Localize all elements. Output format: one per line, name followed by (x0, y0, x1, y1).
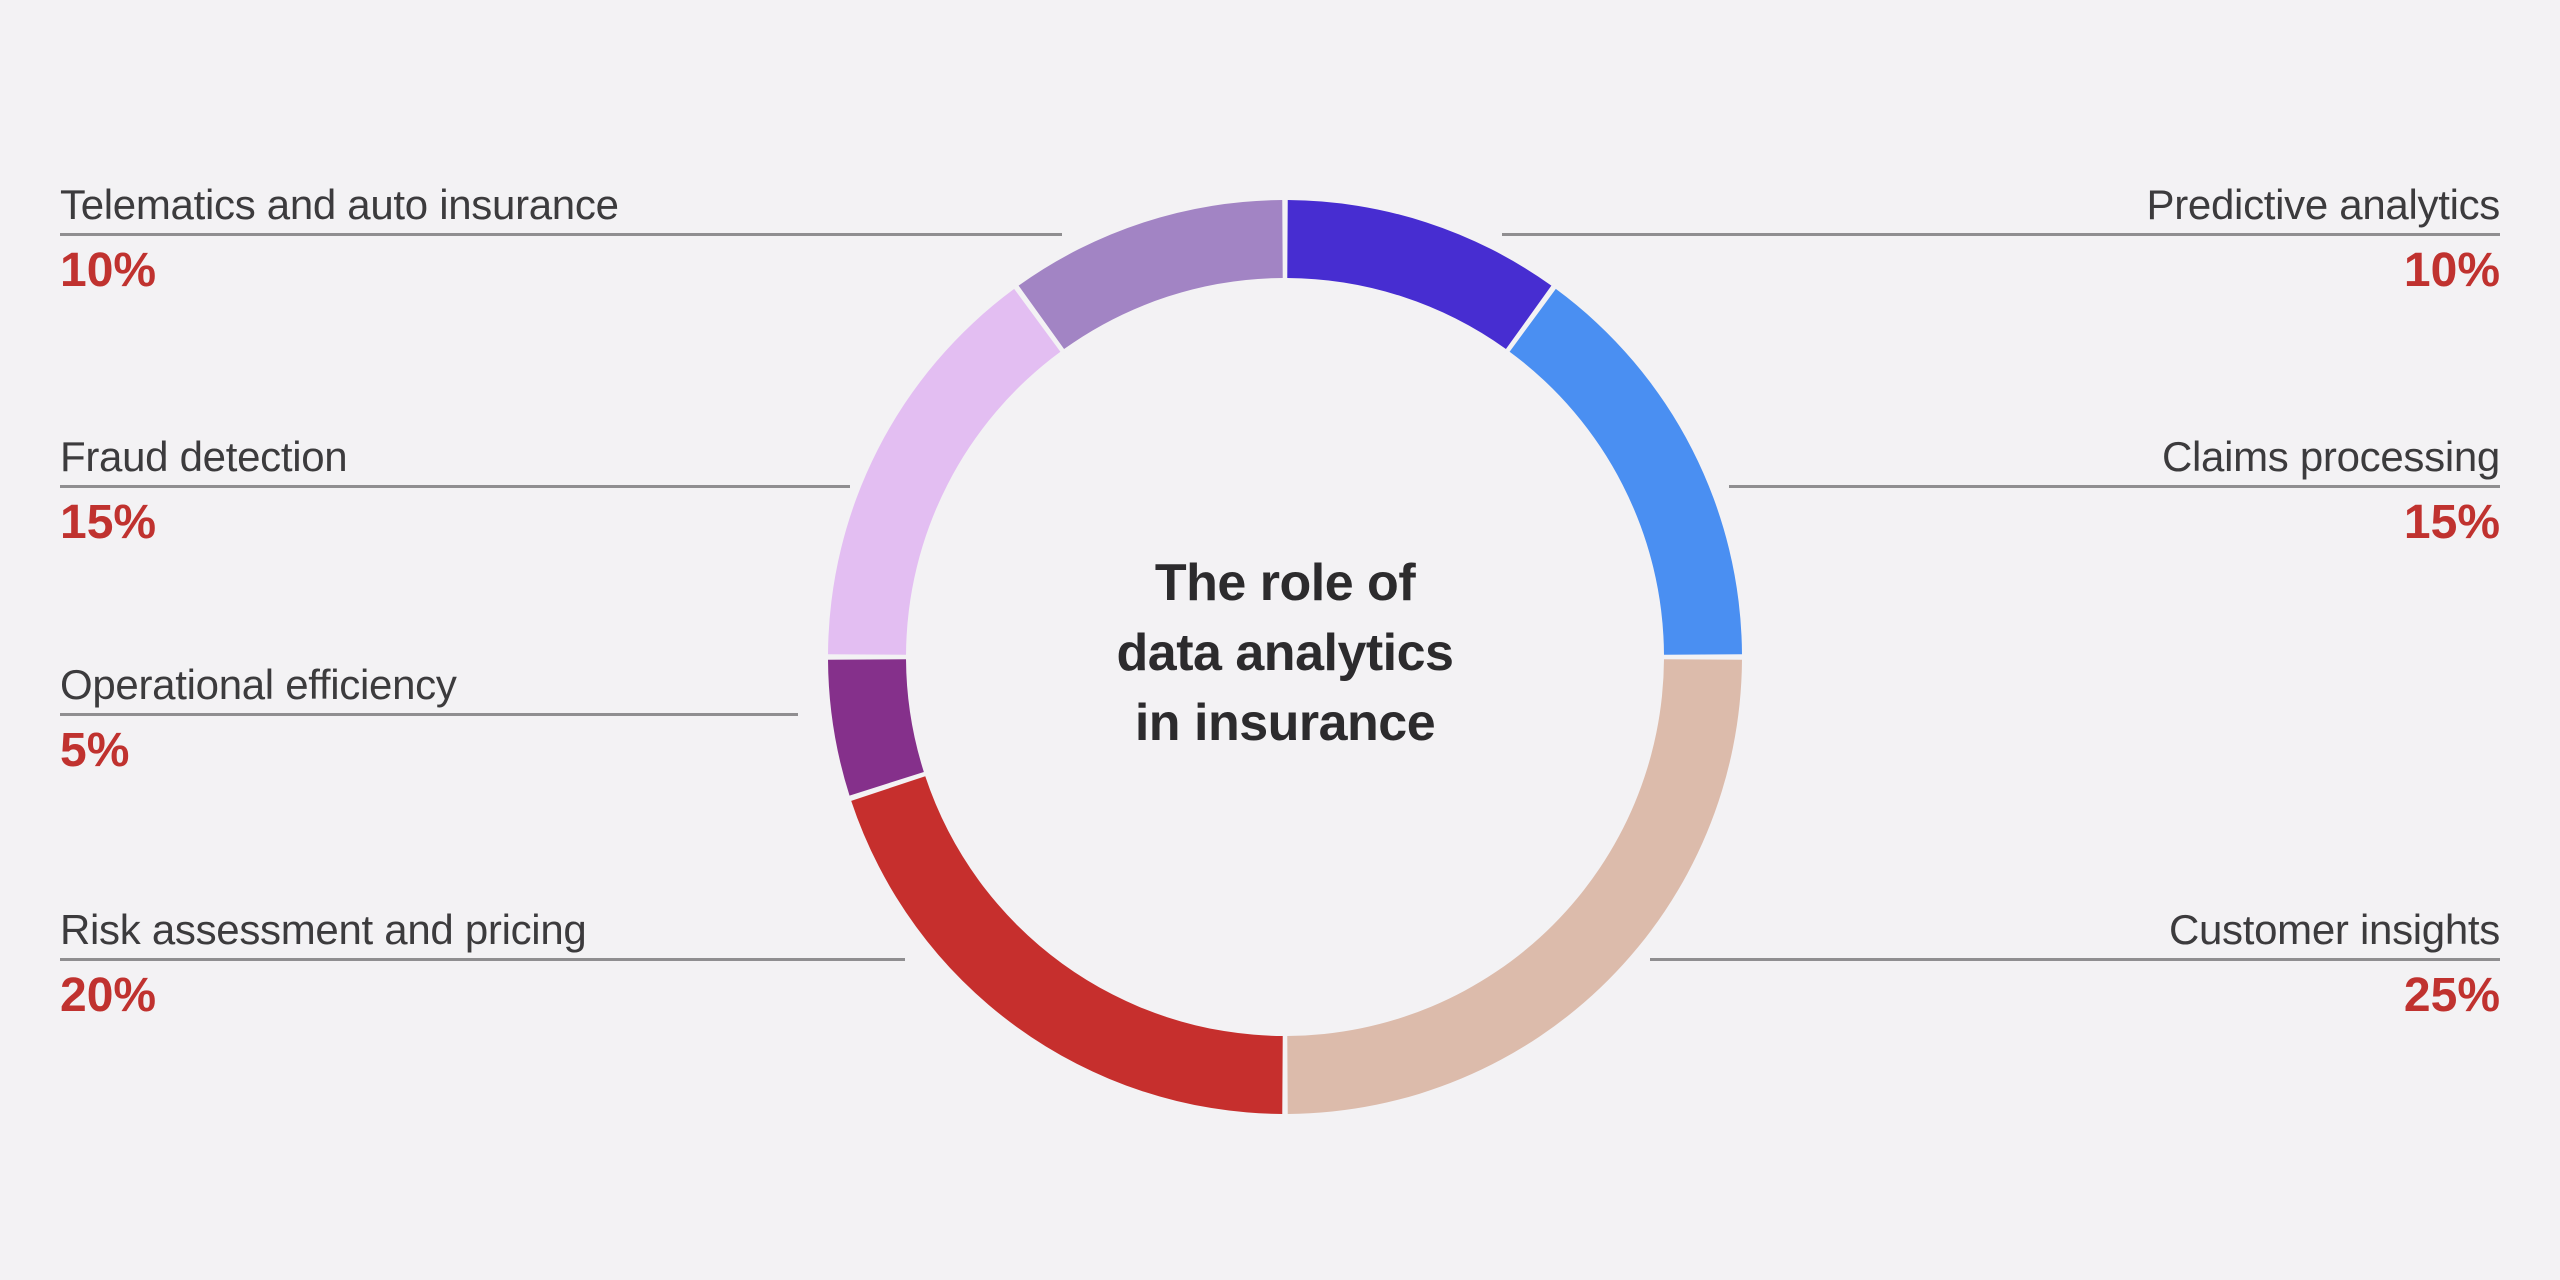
segment-label: Predictive analytics (1502, 181, 2500, 236)
segment-percentage: 25% (2403, 969, 2500, 1022)
segment-label: Fraud detection (60, 433, 850, 488)
segment-label: Telematics and auto insurance (60, 181, 1062, 236)
label-telematics-and-auto-insurance: Telematics and auto insurance 10% (60, 181, 1062, 298)
label-fraud-detection: Fraud detection 15% (60, 433, 850, 550)
segment-percentage: 20% (60, 969, 157, 1022)
segment-percentage: 10% (60, 244, 157, 297)
segment-percentage: 10% (2403, 244, 2500, 297)
label-customer-insights: Customer insights 25% (1650, 906, 2500, 1023)
donut-segment-customer-insights (1287, 659, 1742, 1114)
chart-title-line-3: in insurance (1134, 694, 1436, 752)
donut-segment-risk-assessment-pricing (851, 776, 1283, 1114)
segment-percentage: 5% (60, 724, 130, 777)
chart-title: The role of data analytics in insurance (1117, 548, 1454, 758)
segment-label: Risk assessment and pricing (60, 906, 905, 961)
segment-label: Claims processing (1729, 433, 2500, 488)
donut-segment-telematics-auto-insurance (1018, 200, 1283, 350)
chart-title-line-2: data analytics (1116, 624, 1454, 682)
label-predictive-analytics: Predictive analytics 10% (1502, 181, 2500, 298)
label-claims-processing: Claims processing 15% (1729, 433, 2500, 550)
chart-title-line-1: The role of (1154, 554, 1416, 612)
donut-segment-fraud-detection (828, 288, 1061, 655)
donut-segment-claims-processing (1509, 288, 1742, 655)
segment-label: Customer insights (1650, 906, 2500, 961)
segment-label: Operational efficiency (60, 661, 798, 716)
donut-segment-predictive-analytics (1287, 200, 1552, 350)
label-risk-assessment-and-pricing: Risk assessment and pricing 20% (60, 906, 905, 1023)
segment-percentage: 15% (60, 496, 157, 549)
donut-segment-operational-efficiency (828, 659, 924, 796)
segment-percentage: 15% (2403, 496, 2500, 549)
label-operational-efficiency: Operational efficiency 5% (60, 661, 798, 778)
